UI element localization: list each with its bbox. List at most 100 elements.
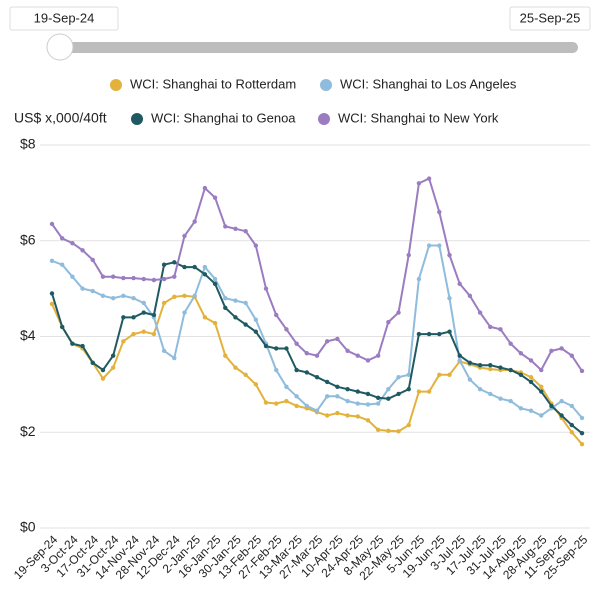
data-point: [324, 339, 330, 344]
data-point: [202, 272, 208, 277]
data-point: [355, 414, 360, 419]
start-date: 19-Sep-24: [34, 10, 95, 25]
data-point: [355, 353, 360, 358]
data-point: [233, 365, 238, 370]
data-point: [396, 374, 401, 380]
y-tick-label: $0: [20, 519, 36, 535]
data-point: [90, 257, 95, 263]
data-point: [233, 315, 238, 320]
data-point: [498, 327, 503, 332]
data-point: [528, 358, 534, 363]
data-point: [202, 264, 208, 270]
data-point: [528, 379, 534, 385]
legend-label: WCI: Shanghai to New York: [338, 110, 499, 125]
data-point: [182, 293, 187, 299]
data-point: [304, 351, 310, 356]
data-point: [294, 367, 299, 373]
data-point: [253, 382, 259, 387]
data-point: [253, 243, 259, 248]
data-point: [294, 394, 299, 399]
data-point: [345, 398, 350, 404]
data-point: [375, 395, 381, 400]
data-point: [477, 363, 483, 368]
data-point: [49, 221, 55, 227]
data-point: [416, 276, 422, 282]
range-slider-handle[interactable]: [46, 33, 74, 61]
data-point: [121, 339, 126, 344]
data-point: [80, 343, 85, 349]
y-tick-label: $2: [20, 423, 36, 439]
data-point: [223, 353, 228, 358]
data-point: [539, 389, 544, 394]
data-point: [49, 258, 55, 264]
data-point: [263, 286, 269, 291]
data-point: [59, 236, 65, 241]
data-point: [488, 366, 493, 372]
data-point: [406, 372, 411, 377]
data-point: [131, 275, 136, 281]
data-point: [131, 331, 136, 337]
data-point: [406, 252, 411, 258]
legend-marker: [110, 79, 122, 91]
data-point: [508, 367, 513, 373]
data-point: [426, 176, 432, 181]
data-point: [375, 427, 381, 433]
y-tick-label: $4: [20, 327, 36, 343]
data-point: [335, 410, 340, 416]
data-point: [549, 403, 554, 409]
data-point: [59, 324, 65, 330]
data-point: [314, 353, 320, 358]
data-point: [426, 389, 432, 394]
data-point: [172, 274, 177, 279]
data-point: [110, 296, 116, 301]
data-point: [243, 322, 248, 327]
data-point: [324, 379, 330, 385]
data-point: [100, 367, 106, 373]
data-point: [518, 351, 524, 356]
data-point: [365, 402, 371, 407]
data-point: [396, 429, 401, 434]
data-point: [345, 348, 350, 354]
data-point: [172, 355, 177, 361]
data-point: [386, 386, 391, 392]
data-point: [447, 329, 452, 334]
data-point: [498, 396, 503, 401]
data-point: [324, 413, 330, 418]
data-point: [110, 353, 116, 358]
data-point: [304, 403, 310, 409]
y-axis-title: US$ x,000/40ft: [14, 110, 107, 126]
data-point: [131, 296, 136, 301]
data-point: [528, 408, 534, 413]
data-point: [528, 374, 534, 380]
range-slider-track[interactable]: [58, 42, 578, 53]
data-point: [406, 386, 411, 392]
data-point: [539, 384, 544, 389]
data-point: [314, 408, 320, 413]
data-point: [212, 276, 218, 282]
data-point: [192, 293, 197, 299]
data-point: [579, 431, 585, 436]
data-point: [437, 372, 442, 377]
data-point: [569, 422, 575, 428]
data-point: [477, 310, 483, 315]
data-point: [324, 394, 330, 399]
data-point: [579, 415, 585, 421]
data-point: [365, 391, 371, 397]
data-point: [457, 281, 462, 287]
data-point: [375, 353, 381, 358]
data-point: [335, 336, 340, 342]
data-point: [243, 300, 248, 306]
data-point: [467, 360, 473, 366]
data-point: [314, 374, 320, 380]
data-point: [508, 398, 513, 404]
data-point: [569, 430, 575, 435]
data-point: [335, 384, 340, 389]
y-tick-label: $6: [20, 231, 36, 247]
data-point: [263, 343, 269, 349]
data-point: [243, 372, 248, 377]
data-point: [559, 413, 564, 418]
data-point: [131, 315, 136, 320]
data-point: [375, 401, 381, 406]
data-point: [59, 262, 65, 267]
